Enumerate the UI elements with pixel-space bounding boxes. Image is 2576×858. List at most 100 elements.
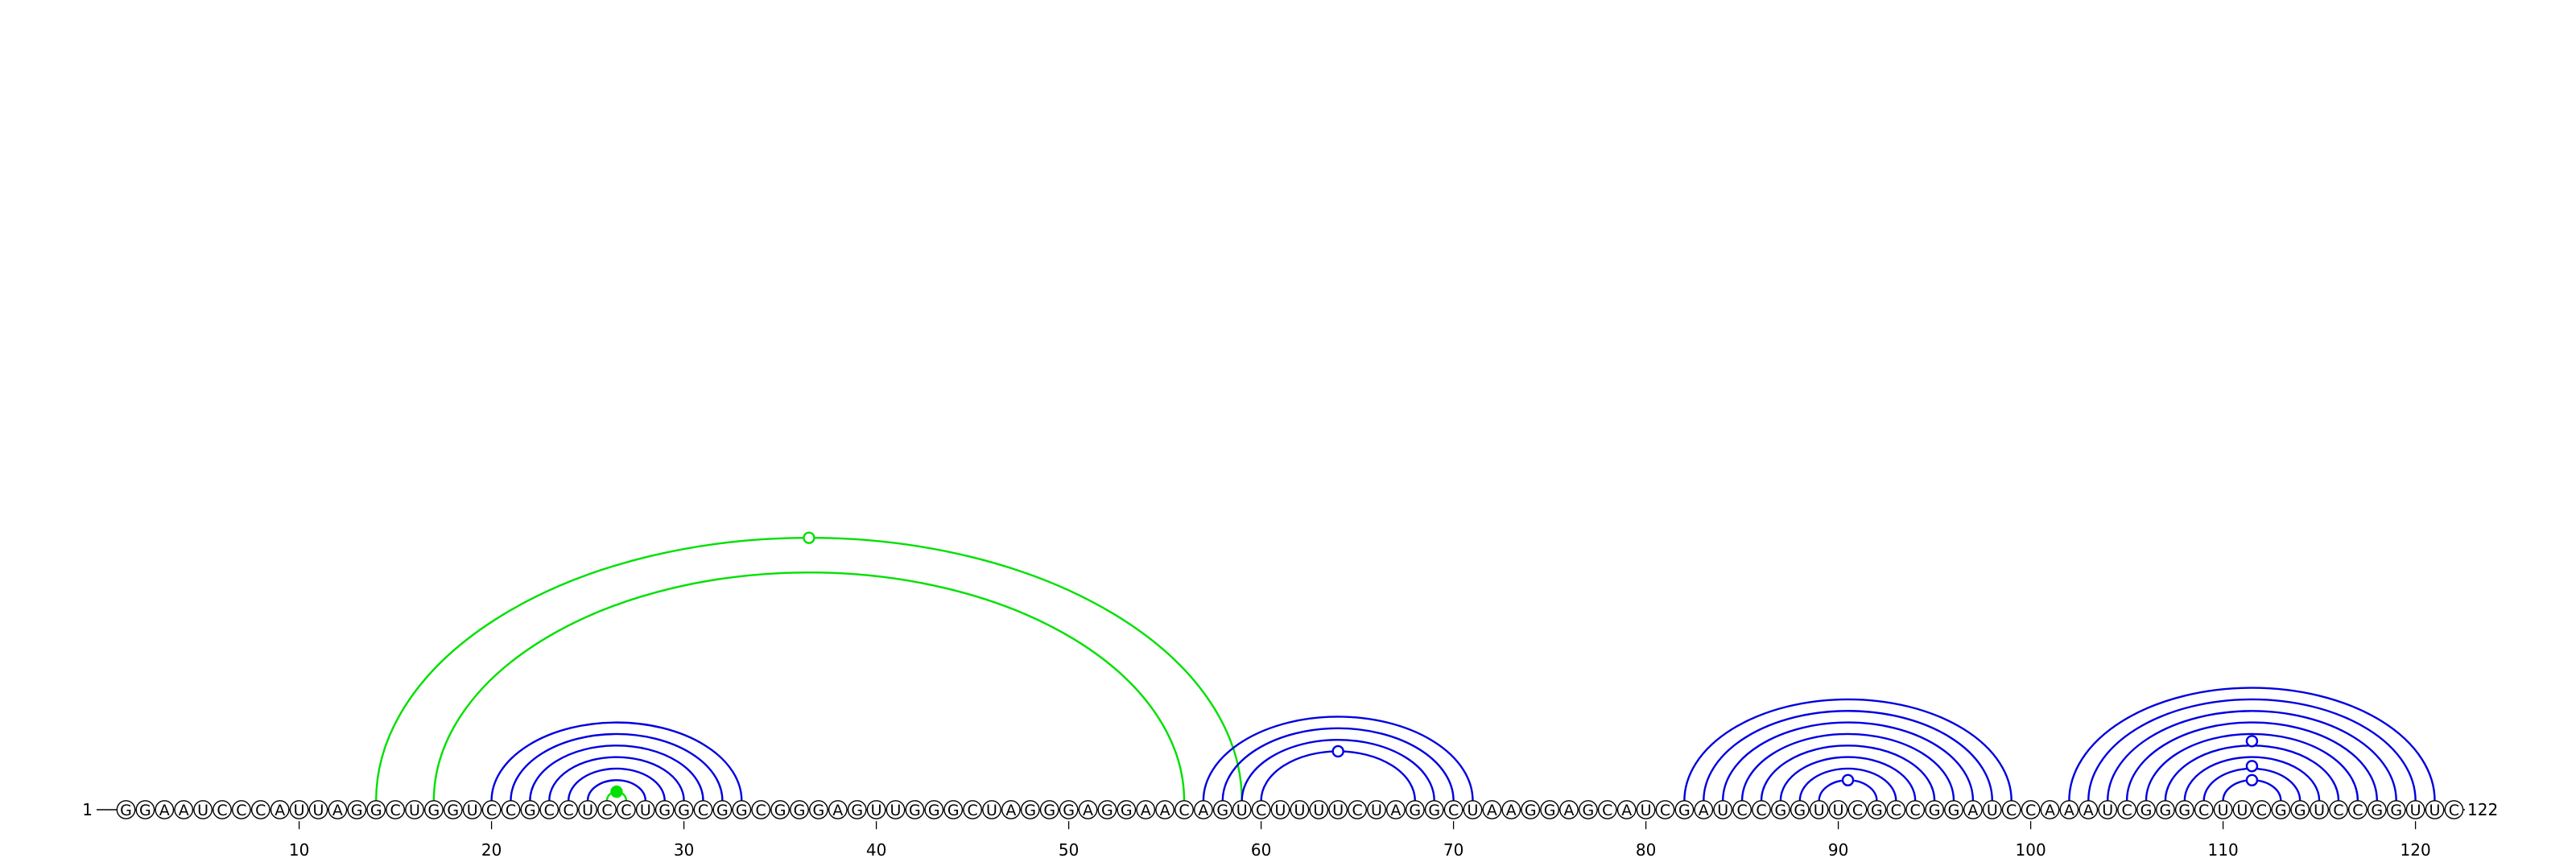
nucleotide: G (732, 800, 752, 819)
arc-87-94 (1779, 756, 1917, 801)
nucleotide: A (1386, 800, 1406, 819)
nucleotide-circle (1540, 800, 1560, 819)
tick-label-110: 110 (2208, 840, 2239, 858)
nucleotide-circle (2117, 800, 2137, 819)
nucleotide-circle (1443, 800, 1463, 819)
nucleotide-letter: G (1775, 802, 1787, 819)
nucleotide: C (1905, 800, 1926, 819)
nucleotide-circle (1059, 800, 1079, 819)
nucleotide: C (1752, 800, 1771, 819)
nucleotide-letter: U (1371, 802, 1382, 819)
nucleotide-letter: G (120, 802, 132, 819)
nucleotide-letter: A (332, 802, 343, 819)
nucleotide: G (1944, 800, 1963, 819)
nucleotide-circle (1232, 800, 1252, 819)
nucleotide-letter: C (2256, 802, 2267, 819)
nucleotide-circle (943, 800, 964, 819)
nucleotide-letter: C (1852, 802, 1863, 819)
nucleotide-letter: A (1390, 802, 1401, 819)
nucleotide-letter: U (1313, 802, 1324, 819)
nucleotide-letter: G (947, 802, 960, 819)
nucleotide: U (1809, 800, 1829, 819)
nucleotide-circle (712, 800, 733, 819)
nucleotide: U (2232, 800, 2252, 819)
nucleotide-letter: G (1409, 802, 1421, 819)
nucleotide-circle (1136, 800, 1156, 819)
nucleotide-letter: U (1275, 802, 1286, 819)
nucleotide-circle (559, 800, 579, 819)
nucleotide: U (866, 800, 886, 819)
nucleotide: C (2347, 800, 2368, 819)
nucleotide-letter: U (2314, 802, 2325, 819)
arc-108-115 (2183, 756, 2321, 801)
nucleotide-circle (1828, 800, 1848, 819)
nucleotide-circle (2425, 800, 2445, 819)
nucleotide-letter: U (1833, 802, 1844, 819)
nucleotide: A (1001, 800, 1021, 819)
nucleotide: U (405, 800, 424, 819)
nucleotide: A (174, 800, 194, 819)
nucleotide: C (1847, 800, 1868, 819)
nucleotide-circle (386, 800, 405, 819)
arc-22-31 (529, 745, 704, 801)
nucleotide-letter: G (1929, 802, 1941, 819)
nucleotide-circle (231, 800, 251, 819)
arc-58-70 (1221, 727, 1455, 801)
nucleotide: G (135, 800, 155, 819)
nucleotide-circle (1078, 800, 1098, 819)
nucleotide-letter: G (1043, 802, 1055, 819)
nucleotide: A (1963, 800, 1983, 819)
nucleotide-circle (809, 800, 828, 819)
nucleotide-letter: G (1871, 802, 1883, 819)
nucleotide-letter: G (2160, 802, 2172, 819)
nucleotide: C (693, 800, 713, 819)
nucleotide-letter: C (1891, 802, 1901, 819)
nucleotide-letter: A (1141, 802, 1151, 819)
nucleotide: U (1309, 800, 1329, 819)
nucleotide: C (481, 800, 502, 819)
nucleotide-circle (1694, 800, 1714, 819)
nucleotide: G (116, 800, 136, 819)
nucleotide-letter: C (564, 802, 574, 819)
nucleotide-letter: U (1468, 802, 1479, 819)
nucleotide: U (462, 800, 482, 819)
nucleotide: C (559, 800, 579, 819)
nucleotide: G (1867, 800, 1887, 819)
nucleotide-letter: U (986, 802, 997, 819)
nucleotide: U (308, 800, 328, 819)
nucleotide-letter: G (1101, 802, 1113, 819)
nucleotide-letter: C (1179, 802, 1189, 819)
nucleotide-circle (578, 800, 597, 819)
nucleotide: G (1579, 800, 1598, 819)
nucleotide: U (635, 800, 655, 819)
nucleotide: C (386, 800, 405, 819)
nucleotide-circle (770, 800, 790, 819)
nucleotide-circle (1309, 800, 1329, 819)
nucleotide: C (1348, 800, 1368, 819)
arc-59-69 (1241, 738, 1435, 801)
nucleotide: A (270, 800, 290, 819)
nucleotide: A (1616, 800, 1637, 819)
nucleotide-circle (2001, 800, 2021, 819)
nucleotide-circle (1001, 800, 1021, 819)
nucleotide-letter: C (2121, 802, 2132, 819)
nucleotide: G (2367, 800, 2387, 819)
nucleotide-circle (1039, 800, 1059, 819)
nucleotide: U (1328, 800, 1348, 819)
nucleotide-letter: C (967, 802, 977, 819)
nucleotide: C (2194, 800, 2214, 819)
nucleotide-letter: C (544, 802, 555, 819)
nucleotide: A (2079, 800, 2099, 819)
nucleotide-circle (174, 800, 194, 819)
nucleotide: G (674, 800, 694, 819)
nucleotide-circle (2079, 800, 2099, 819)
nucleotide: G (520, 800, 540, 819)
nucleotide-circle (2194, 800, 2214, 819)
nucleotide-letter: G (2140, 802, 2153, 819)
nucleotide-circle (1020, 800, 1040, 819)
nucleotide-letter: G (928, 802, 940, 819)
nucleotide: C (1174, 800, 1194, 819)
nucleotide-circle (654, 800, 675, 819)
sequence-start-label: 1 (82, 800, 93, 819)
